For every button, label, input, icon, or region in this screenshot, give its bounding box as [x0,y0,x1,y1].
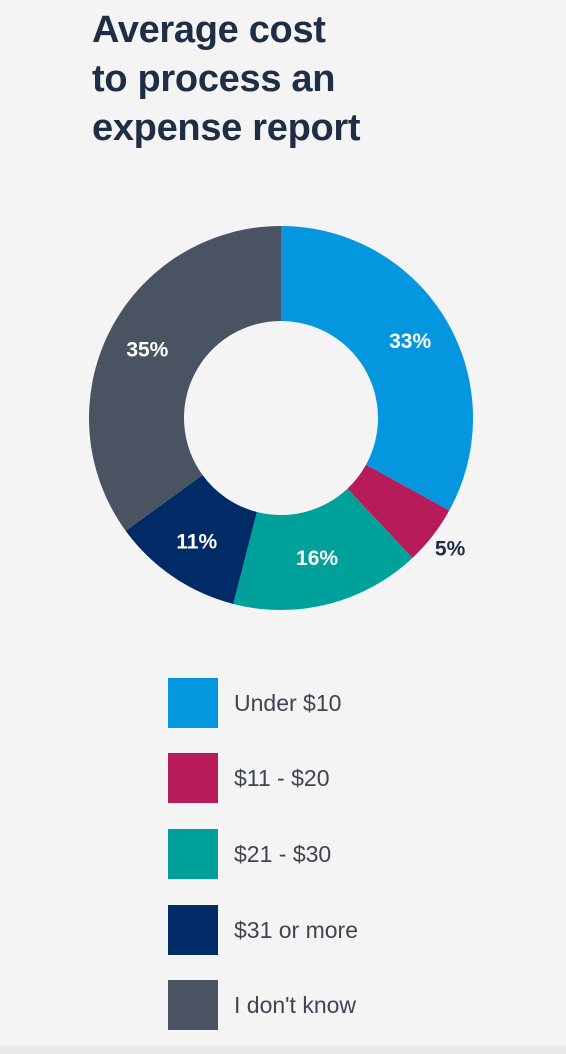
legend-label: Under $10 [234,690,342,716]
legend-item-31-or-more: $31 or more [168,905,508,957]
bottom-divider [0,1046,566,1054]
legend-label: $31 or more [234,917,359,943]
legend-item-under-10: Under $10 [168,678,508,730]
legend-item-11-20: $11 - $20 [168,753,508,805]
donut-slice-labels: 33% 5% 16% 11% 35% [126,330,465,570]
legend-label: $21 - $30 [234,841,332,867]
donut-slice-31-or-more [125,475,257,604]
legend-swatch [168,753,218,803]
legend-label: I don't know [234,992,357,1018]
slice-value-label: 33% [389,330,431,353]
legend-label: $11 - $20 [234,765,330,791]
legend-item-dont-know: I don't know [168,980,508,1032]
legend-swatch [168,678,218,728]
legend-swatch [168,829,218,879]
slice-value-label: 35% [126,338,168,361]
chart-title: Average cost to process an expense repor… [92,6,512,153]
chart-title-line: to process an [92,58,336,100]
chart-title-line: expense report [92,107,361,149]
donut-slice-i-don-t-know [88,226,281,531]
donut-slices [88,226,474,610]
donut-slice-11-20 [347,464,450,558]
slice-value-label: 11% [176,531,217,554]
slice-value-label: 16% [296,547,338,570]
legend-swatch [168,980,218,1030]
legend-item-21-30: $21 - $30 [168,829,508,881]
slice-value-label: 5% [435,538,466,561]
donut-chart: 33% 5% 16% 11% 35% [88,226,474,610]
donut-slice-under-10 [281,226,474,511]
legend-swatch [168,905,218,955]
chart-title-line: Average cost [92,9,326,51]
donut-slice-21-30 [233,488,413,610]
